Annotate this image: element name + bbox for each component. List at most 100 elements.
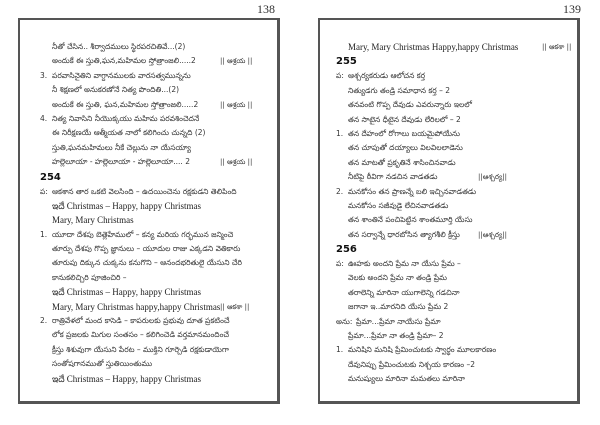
lyric-line: ప్రేమా…ప్రేమా నా తండ్రి ప్రేమా– 2 (336, 329, 577, 343)
lyric-text: Mary, Mary Christmas happy,happy Christm… (52, 301, 221, 312)
verse-marker: అను: (336, 316, 353, 326)
lyric-text: ఈ నిరీక్షణయే ఆత్మీయత నాలో కలిగించు చున్న… (52, 128, 206, 138)
page-number: 139 (563, 2, 581, 16)
lyric-line: నిత్యుడగు తండ్రి సమాధాన కర్త – 2 (336, 84, 577, 98)
refrain-label: ||ఆశ్చర్య|| (478, 230, 507, 239)
lyric-line: స్తుతి,ఘనమహిమలు నీకే చెల్లును నా యేసయ్యా (40, 141, 277, 155)
lyric-line: తూర్పు దేశపు గొప్ప జ్ఞానులు – యూదుల రాజు… (40, 242, 277, 256)
lyric-text: మనకోసం తన ప్రాణన్నే బలి ఇచ్చినవాడతడు (348, 186, 477, 196)
lyric-text: తన చూపుతో దయ్యాలు విలవిలలాడెను (348, 143, 463, 153)
lyric-line: తూరుపు దిక్కున చుక్కను కనుగొని – ఆనందభరి… (40, 256, 277, 270)
lyric-text: లోక ప్రజలకు మిగుల సంతసం – కలిగించెడి వర్… (52, 330, 230, 340)
lyric-text: జగానా ఇ..మారనిది యేసు ప్రేమ 2 (348, 302, 449, 312)
lyric-line: అను: ప్రేమా…ప్రేమా నాయేసు ప్రేమా (336, 315, 577, 329)
lyric-text: నీటిపై ఠీవిగా నడచిన వాడతడు (348, 172, 438, 182)
lyric-text: తన సర్వాన్నే ధారబోసిన త్యాగశీలి క్రీస్తు (348, 229, 460, 239)
lyric-text: ప్రేమా…ప్రేమా నాయేసు ప్రేమా (356, 316, 441, 326)
lyric-text: ఆశ్చర్యకరుడు ఆలోచన కర్త (348, 71, 426, 81)
refrain-label: || ఆకశా || (220, 302, 250, 311)
lyric-line: నీటిపై ఠీవిగా నడచిన వాడతడు ||ఆశ్చర్య|| (336, 170, 577, 184)
lyric-line: 1. మనిషిని మనిషి ప్రేమించుటకు స్వార్థం మూ… (336, 343, 577, 357)
lyric-line: 3. పరవాసినైతిని వాగ్దానములకు వారసత్వమున్న… (40, 69, 277, 83)
lyric-text: వెలకు అందని ప్రేమ నా తండ్రి ప్రేమ (348, 273, 447, 283)
lyric-line: కానుకలిచ్చిరి పూజించిరి – (40, 271, 277, 285)
lyric-text: ప్రేమా…ప్రేమా నా తండ్రి ప్రేమా– 2 (348, 331, 444, 341)
lyric-line: 1. తన దేహంలో రోగాలు బయమైపోయేను (336, 127, 577, 141)
lyric-line: 2. రాత్రివేళలో మంద కాసెడి – కాపరులకు ప్రభ… (40, 314, 277, 328)
lyric-line: ఇదే Christmas – Happy, happy Christmas (40, 199, 277, 213)
verse-marker: 1. (336, 345, 344, 355)
lyric-line: క్రీస్తు శిశువుగా యేసుని పేరట – ముక్తిని… (40, 343, 277, 357)
lyric-line: నీతో చేసిన.. శీర్వాదములు స్థిరపరచితివే..… (40, 40, 277, 54)
song-number: 254 (40, 171, 61, 183)
lyric-line: హల్లెలూయా - హల్లెలూయా - హల్లెలూయా.... 2 |… (40, 155, 277, 169)
verse-marker: ప: (336, 259, 344, 269)
lyric-text: తూరుపు దిక్కున చుక్కను కనుగొని – ఆనందభరి… (52, 258, 242, 268)
lyric-line: 2. మనకోసం తన ప్రాణన్నే బలి ఇచ్చినవాడతడు (336, 185, 577, 199)
refrain-label: ||ఆశ్చర్య|| (478, 173, 507, 182)
lyric-text: నిత్య నివాసిని నీయొక్కయు మహిమ పరవశించెదన… (52, 113, 200, 123)
lyric-text: నీ శిక్షణలో అనుకరణోనే నిత్య పొందితి...(2… (52, 85, 180, 95)
lyric-line: Mary, Mary Christmas Happy,happy Christm… (336, 40, 577, 54)
lyric-line: తనవంటి గొప్ప దేవుడు ఎవరున్నారు ఇలలో (336, 98, 577, 112)
lyric-line: నీ శిక్షణలో అనుకరణోనే నిత్య పొందితి...(2… (40, 83, 277, 97)
lyric-line: తన సాటైన ధీటైన దేవుడు లేరిలలో – 2 (336, 113, 577, 127)
lyric-text: తనవంటి గొప్ప దేవుడు ఎవరున్నారు ఇలలో (348, 100, 472, 110)
lyric-text: అందుకే ఈ స్తుతి,ఘన,మహిమల స్తోత్రాంజలి...… (52, 56, 196, 66)
lyric-line: తరాలెన్ని మారినా యుగాలెన్ని గడచినా (336, 286, 577, 300)
lyric-line: మనుష్యులు మారినా మమతలు మారినా (336, 372, 577, 386)
lyric-line: ఈ నిరీక్షణయే ఆత్మీయత నాలో కలిగించు చున్న… (40, 126, 277, 140)
lyric-line: అందుకే ఈ స్తుతి, ఘన,మహిమల స్తోత్రాంజలి..… (40, 98, 277, 112)
lyric-line: తన మాటతో ప్రకృతినే శాసించినవాడు (336, 156, 577, 170)
lyric-text: ఇదే Christmas – Happy, happy Christmas (52, 200, 201, 211)
song-number: 255 (336, 56, 357, 68)
page-number: 138 (257, 2, 275, 16)
lyric-text: తరాలెన్ని మారినా యుగాలెన్ని గడచినా (348, 287, 460, 297)
verse-marker: 2. (336, 186, 344, 196)
lyric-text: హల్లెలూయా - హల్లెలూయా - హల్లెలూయా.... 2 (52, 157, 190, 167)
song-text: Mary, Mary Christmas Happy,happy Christm… (320, 40, 577, 387)
lyric-line: ప: ఆకశాన తార ఒకటి వెలసింది – ఉదయించెను రక… (40, 185, 277, 199)
lyric-text: స్తుతి,ఘనమహిమలు నీకే చెల్లును నా యేసయ్యా (52, 142, 191, 152)
lyric-text: రాత్రివేళలో మంద కాసెడి – కాపరులకు ప్రభువ… (52, 316, 230, 326)
lyric-text: ఇదే Christmas – Happy, happy Christmas (52, 373, 201, 384)
page-frame: Mary, Mary Christmas Happy,happy Christm… (318, 18, 580, 404)
lyric-line: వెలకు అందని ప్రేమ నా తండ్రి ప్రేమ (336, 271, 577, 285)
lyric-line: తన శాంతినే పంచిపెట్టిన శాంతమూర్తి యేసు (336, 213, 577, 227)
lyric-line: ప: ఊహకు అందని ప్రేమ నా యేసు ప్రేమ – (336, 257, 577, 271)
lyric-text: సంతోషగానముతో స్తుతియింతుము (52, 359, 153, 369)
lyric-line: ప: ఆశ్చర్యకరుడు ఆలోచన కర్త (336, 69, 577, 83)
lyric-line: అందుకే ఈ స్తుతి,ఘన,మహిమల స్తోత్రాంజలి...… (40, 54, 277, 68)
lyric-text: మనకోసం సజీవుడై లేచినవాడతడు (348, 200, 449, 210)
lyric-text: దేవునిప్పు ప్రేమించుటకు నిశ్చయ కారణం –2 (348, 359, 475, 369)
lyric-line: Mary, Mary Christmas happy,happy Christm… (40, 300, 277, 314)
lyric-line: మనకోసం సజీవుడై లేచినవాడతడు (336, 199, 577, 213)
lyric-text: మనుష్యులు మారినా మమతలు మారినా (348, 374, 465, 384)
lyric-line: ఇదే Christmas – Happy, happy Christmas (40, 285, 277, 299)
lyric-line: దేవునిప్పు ప్రేమించుటకు నిశ్చయ కారణం –2 (336, 358, 577, 372)
lyric-line: ఇదే Christmas – Happy, happy Christmas (40, 372, 277, 386)
lyric-text: నిత్యుడగు తండ్రి సమాధాన కర్త – 2 (348, 85, 450, 95)
lyric-text: తూర్పు దేశపు గొప్ప జ్ఞానులు – యూదుల రాజు… (52, 244, 241, 254)
refrain-label: || ఆశ్రయ || (220, 100, 253, 109)
lyric-text: ఇదే Christmas – Happy, happy Christmas (52, 287, 201, 298)
verse-marker: 4. (40, 113, 48, 123)
lyric-text: నీతో చేసిన.. శీర్వాదములు స్థిరపరచితివే..… (52, 42, 186, 51)
lyric-line: జగానా ఇ..మారనిది యేసు ప్రేమ 2 (336, 300, 577, 314)
lyric-line: 1. యూదా దేశపు బెత్లెహేములో – కన్య మరియ గర… (40, 228, 277, 242)
verse-marker: 1. (336, 128, 344, 138)
lyric-line: తన సర్వాన్నే ధారబోసిన త్యాగశీలి క్రీస్తు… (336, 228, 577, 242)
lyric-text: తన దేహంలో రోగాలు బయమైపోయేను (348, 128, 460, 138)
lyric-text: Mary, Mary Christmas (52, 215, 134, 226)
lyric-text: పరవాసినైతిని వాగ్దానములకు వారసత్వమున్నను (52, 70, 191, 80)
lyric-text: కానుకలిచ్చిరి పూజించిరి – (52, 272, 127, 282)
verse-marker: 1. (40, 229, 48, 239)
verse-marker: ప: (40, 186, 48, 196)
refrain-label: || ఆశ్రయ || (220, 158, 253, 167)
lyric-text: ఆకశాన తార ఒకటి వెలసింది – ఉదయించెను రక్ష… (52, 186, 237, 196)
page-frame: నీతో చేసిన.. శీర్వాదములు స్థిరపరచితివే..… (18, 18, 280, 404)
verse-marker: ప: (336, 71, 344, 81)
verse-marker: 3. (40, 70, 48, 80)
lyric-line: 4. నిత్య నివాసిని నీయొక్కయు మహిమ పరవశించె… (40, 112, 277, 126)
lyric-line: తన చూపుతో దయ్యాలు విలవిలలాడెను (336, 141, 577, 155)
